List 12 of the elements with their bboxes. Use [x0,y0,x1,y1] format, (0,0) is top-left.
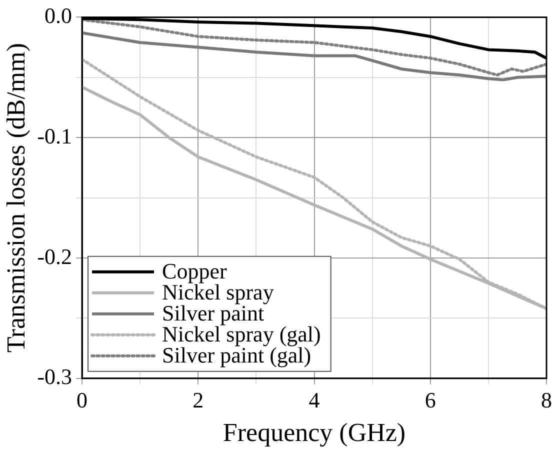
x-tick-label: 0 [76,387,88,412]
y-tick-label: 0.0 [44,2,72,28]
x-tick-label: 8 [541,387,552,412]
x-tick-label: 2 [192,387,204,412]
x-axis-title: Frequency (GHz) [222,418,406,448]
y-tick-label: -0.1 [37,123,72,148]
x-tick-label: 6 [424,387,436,412]
legend-label: Copper [162,258,228,284]
y-tick-label: -0.2 [37,244,72,269]
y-axis-title: Transmission losses (dB/mm) [1,42,30,353]
x-tick-label: 4 [308,387,320,412]
y-tick-label: -0.3 [37,364,72,390]
